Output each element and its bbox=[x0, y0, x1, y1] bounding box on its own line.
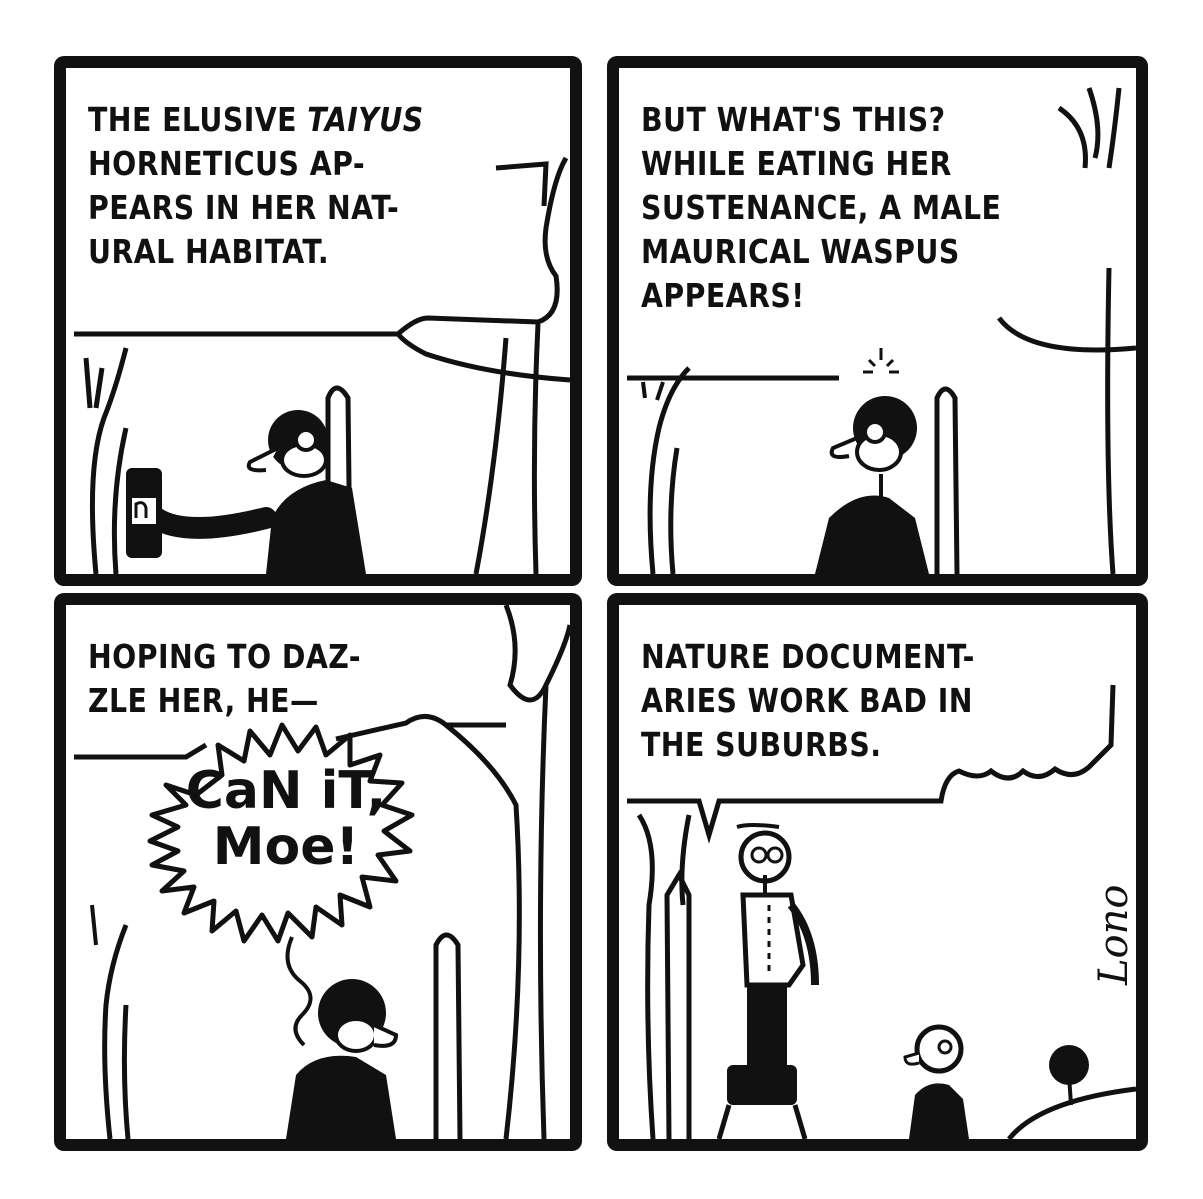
comic-panel-3: HOPING TO DAZ- ZLE HER, HE— CaN iT, Moe! bbox=[54, 593, 582, 1151]
panel-2-artwork bbox=[627, 87, 1136, 574]
panel-2-caption: BUT WHAT'S THIS? WHILE EATING HER SUSTEN… bbox=[641, 98, 1001, 318]
caption-line: THE ELUSIVE bbox=[88, 100, 308, 139]
caption-line: THE SUBURBS. bbox=[641, 725, 882, 764]
caption-line: ARIES WORK BAD IN bbox=[641, 681, 973, 720]
panel-4-artwork bbox=[627, 684, 1136, 1139]
caption-line: HORNETICUS AP- bbox=[88, 144, 366, 183]
panel-1-artwork bbox=[74, 156, 570, 574]
caption-line: URAL HABITAT. bbox=[88, 232, 330, 271]
panel-1-caption: THE ELUSIVE TAIYUS HORNETICUS AP- PEARS … bbox=[88, 98, 424, 274]
caption-line: APPEARS! bbox=[641, 276, 805, 315]
artist-signature: Lono bbox=[1091, 884, 1137, 986]
caption-line: SUSTENANCE, A MALE bbox=[641, 188, 1002, 227]
panel-3-caption: HOPING TO DAZ- ZLE HER, HE— bbox=[88, 635, 361, 723]
panel-4-caption: NATURE DOCUMENT- ARIES WORK BAD IN THE S… bbox=[641, 635, 975, 767]
caption-line: HOPING TO DAZ- bbox=[88, 637, 361, 676]
caption-line: ZLE HER, HE— bbox=[88, 681, 319, 720]
shout-line: Moe! bbox=[212, 817, 360, 877]
caption-italic-word: TAIYUS bbox=[307, 100, 424, 139]
caption-line: PEARS IN HER NAT- bbox=[88, 188, 400, 227]
caption-line: WHILE EATING HER bbox=[641, 144, 952, 183]
comic-panel-1: THE ELUSIVE TAIYUS HORNETICUS AP- PEARS … bbox=[54, 56, 582, 586]
comic-panel-2: BUT WHAT'S THIS? WHILE EATING HER SUSTEN… bbox=[607, 56, 1148, 586]
comic-panel-4: NATURE DOCUMENT- ARIES WORK BAD IN THE S… bbox=[607, 593, 1148, 1151]
panel-3-artwork bbox=[74, 605, 570, 1139]
caption-line: MAURICAL WASPUS bbox=[641, 232, 960, 271]
shout-line: CaN iT, bbox=[185, 761, 387, 821]
shout-balloon-text: CaN iT, Moe! bbox=[176, 763, 396, 875]
caption-line: BUT WHAT'S THIS? bbox=[641, 100, 946, 139]
caption-line: NATURE DOCUMENT- bbox=[641, 637, 975, 676]
